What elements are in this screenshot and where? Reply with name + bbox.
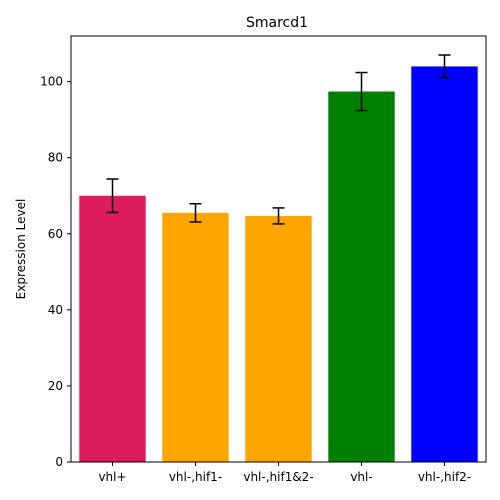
y-tick-label-0: 0 [55,455,63,469]
y-axis-label: Expression Level [14,199,28,300]
x-tick-label-4: vhl-,hif2- [418,470,471,484]
bar-1 [162,212,229,462]
plot-area-frame [70,35,487,463]
error-bars-group [106,54,451,225]
bars-group [79,66,478,463]
y-tick-label-2: 40 [48,303,63,317]
x-tick-label-3: vhl- [350,470,372,484]
chart-title: Smarcd1 [246,15,308,31]
y-tick-label-3: 60 [48,227,63,241]
bar-0 [79,195,146,462]
x-tick-label-2: vhl-,hif1&2- [243,470,313,484]
bar-4 [411,66,478,462]
y-tick-label-1: 20 [48,379,63,393]
y-axis-ticks: 0 20 40 60 80 100 [40,75,71,469]
bar-3 [328,91,395,463]
x-tick-label-1: vhl-,hif1- [169,470,222,484]
bar-2 [245,215,312,462]
y-tick-label-4: 80 [48,151,63,165]
x-axis-ticks: vhl+ vhl-,hif1- vhl-,hif1&2- vhl-vhl-,hif2- [98,462,471,484]
x-tick-label-0: vhl+ [98,470,126,484]
y-tick-label-5: 100 [40,75,63,89]
